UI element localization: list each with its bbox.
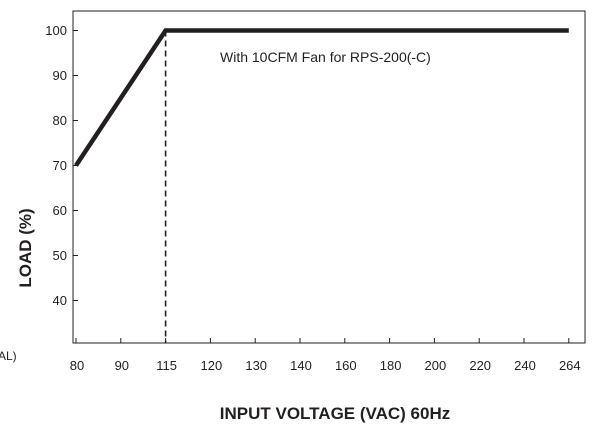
annotation-text-0: With 10CFM Fan for RPS-200(-C) [220, 49, 431, 65]
x-tick-label-115: 115 [156, 358, 177, 373]
x-tick-label-160: 160 [335, 358, 357, 373]
y-tick-label-40: 40 [53, 293, 67, 308]
y-tick-label-70: 70 [53, 158, 67, 173]
cropped-label-fragment: AL) [0, 349, 17, 363]
x-axis-title: INPUT VOLTAGE (VAC) 60Hz [220, 404, 450, 423]
x-tick-label-90: 90 [115, 358, 129, 373]
x-tick-label-130: 130 [245, 358, 267, 373]
y-tick-label-60: 60 [53, 203, 67, 218]
x-tick-label-220: 220 [469, 358, 491, 373]
x-tick-label-140: 140 [290, 358, 312, 373]
series-line-0 [74, 28, 569, 167]
y-tick-label-100: 100 [45, 23, 67, 38]
y-axis-title: LOAD (%) [16, 208, 35, 287]
annotation-group: With 10CFM Fan for RPS-200(-C) [220, 49, 431, 65]
x-tick-label-200: 200 [425, 358, 447, 373]
x-axis-ticks: 80 90 115 120 130 140 160 180 200 220 240 264 [70, 338, 581, 373]
x-tick-label-120: 120 [201, 358, 223, 373]
y-tick-label-80: 80 [53, 113, 67, 128]
x-tick-label-80: 80 [70, 358, 84, 373]
x-tick-label-240: 240 [514, 358, 536, 373]
y-tick-label-90: 90 [53, 68, 67, 83]
x-tick-label-180: 180 [380, 358, 402, 373]
y-axis-ticks: 40 50 60 70 80 90 100 [45, 23, 78, 308]
series-group [74, 28, 569, 167]
plot-border [72, 10, 586, 344]
y-tick-label-50: 50 [53, 248, 67, 263]
x-tick-label-264: 264 [559, 358, 581, 373]
plot-frame [72, 10, 586, 344]
